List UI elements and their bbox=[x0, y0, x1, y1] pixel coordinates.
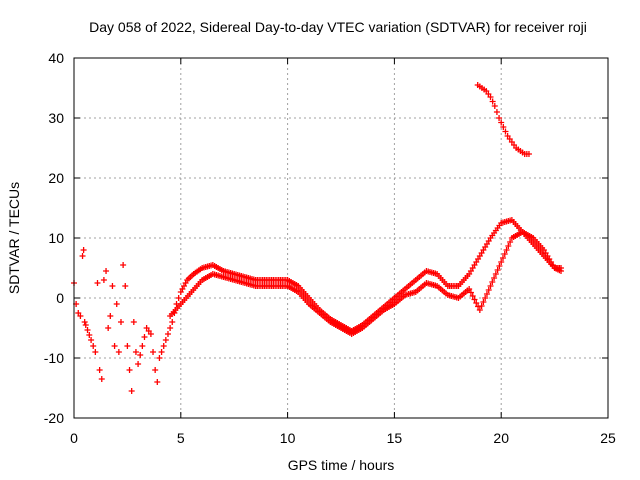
data-point bbox=[94, 280, 101, 286]
x-tick-label: 25 bbox=[600, 430, 616, 446]
data-point bbox=[469, 293, 476, 299]
x-tick-label: 10 bbox=[280, 430, 296, 446]
y-tick-label: 10 bbox=[48, 230, 64, 246]
data-point bbox=[103, 268, 110, 274]
data-point bbox=[169, 319, 176, 325]
data-point bbox=[139, 343, 146, 349]
data-point bbox=[111, 343, 118, 349]
data-point bbox=[128, 388, 135, 394]
data-point bbox=[107, 313, 114, 319]
data-point bbox=[496, 115, 503, 121]
data-point bbox=[113, 301, 120, 307]
data-point bbox=[124, 343, 131, 349]
data-point bbox=[81, 319, 88, 325]
data-point bbox=[160, 343, 167, 349]
data-point bbox=[471, 296, 478, 303]
data-point bbox=[493, 109, 500, 115]
data-points bbox=[71, 82, 565, 394]
axis-ticks: 0 5 10 15 20 25 -20 -10 0 10 20 30 40 bbox=[44, 50, 616, 446]
data-point bbox=[496, 263, 503, 269]
data-point bbox=[491, 275, 498, 281]
data-point bbox=[88, 337, 95, 343]
data-point bbox=[141, 334, 148, 340]
data-point bbox=[525, 151, 532, 157]
y-tick-label: 20 bbox=[48, 170, 64, 186]
data-point bbox=[150, 349, 157, 355]
data-point bbox=[130, 319, 137, 325]
data-point bbox=[487, 283, 494, 289]
data-point bbox=[494, 267, 501, 273]
data-point bbox=[502, 128, 509, 135]
data-point bbox=[92, 349, 99, 355]
data-point bbox=[489, 98, 496, 105]
data-point bbox=[98, 376, 105, 382]
data-point bbox=[105, 325, 112, 331]
data-point bbox=[480, 299, 487, 305]
data-point bbox=[482, 295, 489, 301]
data-point bbox=[162, 337, 169, 343]
data-point bbox=[132, 349, 139, 355]
data-point bbox=[156, 355, 163, 361]
data-point bbox=[478, 303, 485, 309]
data-point bbox=[120, 262, 127, 268]
data-point bbox=[466, 286, 473, 292]
data-point bbox=[109, 283, 116, 289]
data-point bbox=[473, 300, 480, 306]
data-point bbox=[167, 325, 174, 331]
data-point bbox=[175, 295, 182, 301]
data-point bbox=[137, 352, 144, 358]
x-axis-label: GPS time / hours bbox=[288, 457, 395, 473]
data-point bbox=[498, 259, 505, 265]
y-tick-label: -10 bbox=[44, 350, 64, 366]
data-point bbox=[164, 331, 171, 337]
y-axis-label: SDTVAR / TECUs bbox=[6, 182, 22, 294]
data-point bbox=[77, 313, 84, 319]
data-point bbox=[500, 124, 507, 130]
x-tick-label: 5 bbox=[177, 430, 185, 446]
plot-frame bbox=[73, 57, 609, 419]
y-tick-label: 40 bbox=[48, 50, 64, 66]
data-point bbox=[492, 271, 499, 277]
x-tick-label: 20 bbox=[493, 430, 509, 446]
data-point bbox=[476, 307, 483, 313]
data-point bbox=[487, 94, 494, 100]
data-point bbox=[505, 243, 512, 249]
data-point bbox=[499, 255, 506, 261]
data-point bbox=[489, 279, 496, 285]
y-tick-label: 30 bbox=[48, 110, 64, 126]
data-point bbox=[485, 287, 492, 293]
y-tick-label: 0 bbox=[56, 290, 64, 306]
data-point bbox=[507, 239, 514, 245]
data-point bbox=[467, 289, 474, 296]
data-point bbox=[79, 253, 86, 259]
data-point bbox=[80, 247, 87, 253]
data-point bbox=[158, 349, 165, 355]
data-point bbox=[498, 119, 505, 126]
data-point bbox=[100, 277, 107, 283]
data-point bbox=[126, 367, 133, 373]
y-tick-label: -20 bbox=[44, 410, 64, 426]
data-point bbox=[147, 331, 154, 337]
data-point bbox=[152, 367, 159, 373]
data-point bbox=[154, 379, 161, 385]
data-point bbox=[122, 283, 129, 289]
x-tick-label: 0 bbox=[70, 430, 78, 446]
x-tick-label: 15 bbox=[387, 430, 403, 446]
chart-title: Day 058 of 2022, Sidereal Day-to-day VTE… bbox=[89, 19, 587, 35]
data-point bbox=[82, 322, 89, 328]
data-point bbox=[96, 367, 103, 373]
data-point bbox=[86, 332, 93, 338]
data-point bbox=[90, 343, 97, 349]
data-point bbox=[84, 327, 91, 333]
data-point bbox=[115, 349, 122, 355]
data-point bbox=[483, 291, 490, 297]
data-point bbox=[135, 361, 142, 367]
data-point bbox=[558, 268, 565, 274]
data-point bbox=[117, 319, 124, 325]
data-point bbox=[503, 247, 510, 253]
data-point bbox=[501, 251, 508, 257]
data-point bbox=[491, 103, 498, 109]
